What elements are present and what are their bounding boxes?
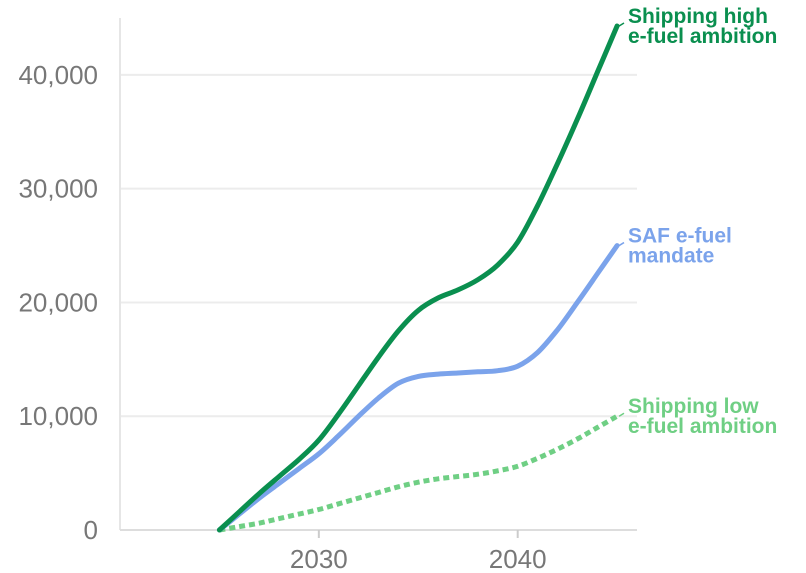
series-label-line: SAF e-fuel <box>628 225 732 248</box>
series-label-line: e-fuel ambition <box>628 25 777 48</box>
series-label: Shipping high e-fuel ambition <box>628 5 777 48</box>
series-label-line: e-fuel ambition <box>628 415 777 438</box>
gridlines <box>120 73 637 418</box>
label-connector <box>618 241 625 247</box>
y-tick-label: 40,000 <box>18 60 98 90</box>
series-label-line: Shipping high <box>628 5 768 28</box>
series-lines <box>216 23 620 533</box>
series-line <box>218 414 619 533</box>
x-tick-label: 2030 <box>290 544 348 573</box>
y-tick-label: 30,000 <box>18 174 98 204</box>
series-line <box>216 23 620 533</box>
series-label: SAF e-fuel mandate <box>628 225 732 268</box>
x-tick-label: 2040 <box>489 544 547 573</box>
label-connector <box>618 412 625 417</box>
y-tick-label: 0 <box>84 515 98 545</box>
series-label: Shipping low e-fuel ambition <box>628 395 777 438</box>
y-tick-label: 20,000 <box>18 287 98 317</box>
label-connector <box>618 22 625 27</box>
series-label-line: mandate <box>628 245 714 268</box>
series-label-line: Shipping low <box>628 395 759 418</box>
y-tick-label: 10,000 <box>18 401 98 431</box>
x-axis-ticks: 2030 2040 <box>290 530 547 573</box>
series-line <box>216 243 620 533</box>
y-axis-ticks: 0 10,000 20,000 30,000 40,000 <box>18 60 98 545</box>
